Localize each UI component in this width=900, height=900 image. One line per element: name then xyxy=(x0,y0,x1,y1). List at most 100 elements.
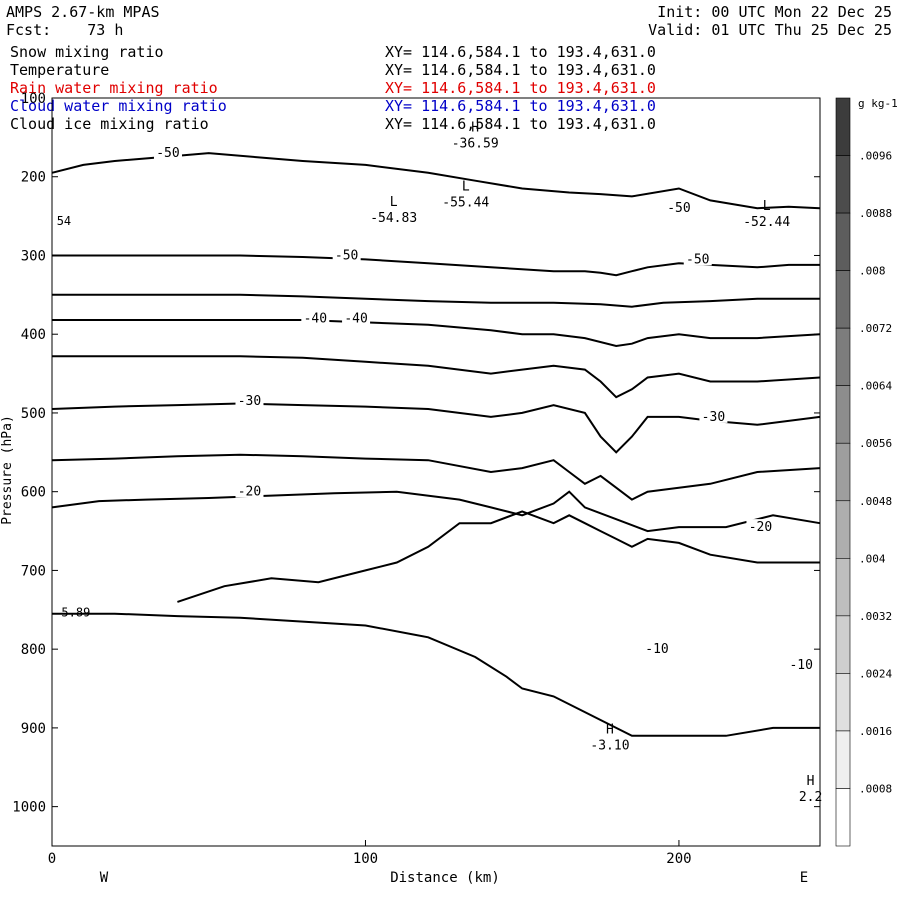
contour-label: -50 xyxy=(667,201,690,216)
colorbar-label: .0056 xyxy=(859,437,892,450)
extremum-mark: L xyxy=(763,199,771,214)
colorbar-label: .0048 xyxy=(859,495,892,508)
isotherm-line xyxy=(52,293,820,308)
contour-label-bg xyxy=(153,145,182,160)
extremum-mark: L xyxy=(390,195,398,210)
y-tick-label: 900 xyxy=(21,721,46,737)
field-name-cloud-ice: Cloud ice mixing ratio xyxy=(10,115,209,133)
isotherm-line xyxy=(51,152,821,210)
colorbar-label: .0096 xyxy=(859,150,892,163)
colorbar-swatch xyxy=(835,97,851,156)
contour-label-bg xyxy=(664,200,693,215)
model-title: AMPS 2.67-km MPAS xyxy=(6,3,160,21)
colorbar-swatch xyxy=(835,730,851,789)
contour-labels: -50 -50 -50 -50 -40 -40 -30 -30 -20 -20 -10 -10 xyxy=(153,145,816,673)
contour-label: -50 xyxy=(686,252,709,267)
colorbar-swatch xyxy=(835,673,851,732)
contour-label-bg xyxy=(787,656,816,671)
extremum-mark: L xyxy=(462,179,470,194)
field-xy-temperature: XY= 114.6,584.1 to 193.4,631.0 xyxy=(385,61,656,79)
isotherm-line xyxy=(52,319,821,348)
edge-values: 545.89 xyxy=(57,214,91,619)
contour-label-bg xyxy=(746,519,775,534)
isotherm-line xyxy=(51,490,821,533)
x-axis-label: Distance (km) xyxy=(390,870,500,886)
colorbar-label: .0016 xyxy=(859,725,892,738)
extremum-value: -54.83 xyxy=(370,211,417,226)
contour-label: -30 xyxy=(238,394,261,409)
contour-label-bg xyxy=(683,251,712,266)
init-time: Init: 00 UTC Mon 22 Dec 25 xyxy=(657,3,892,21)
isotherm-line xyxy=(51,453,821,501)
isotherm-lines xyxy=(51,152,821,737)
colorbar: g kg-1 .0096 .0088 .008 .0072 .0064 .0056 .0048… xyxy=(835,97,898,847)
colorbar-swatch xyxy=(835,615,851,674)
field-xy-rain: XY= 114.6,584.1 to 193.4,631.0 xyxy=(385,79,656,97)
plot-frame xyxy=(51,97,821,847)
colorbar-swatch xyxy=(835,558,851,617)
colorbar-label: .0024 xyxy=(859,667,892,680)
isotherm-line xyxy=(52,612,820,737)
field-name-snow: Snow mixing ratio xyxy=(10,43,164,61)
colorbar-swatch xyxy=(835,212,851,271)
axis-ticks: 100 200 300 400 500 600 700 800 900 1000 0 100 200 xyxy=(12,91,820,867)
field-xy-snow: XY= 114.6,584.1 to 193.4,631.0 xyxy=(385,43,656,61)
y-tick-label: 100 xyxy=(21,91,46,107)
contour-label: -40 xyxy=(304,311,327,326)
extremum-value: -36.59 xyxy=(452,136,499,151)
contour-label: -30 xyxy=(702,410,725,425)
contour-label: -50 xyxy=(156,146,179,161)
colorbar-swatch xyxy=(835,788,851,847)
colorbar-unit: g kg-1 xyxy=(858,97,898,110)
y-tick-label: 200 xyxy=(21,170,46,186)
contour-label: -20 xyxy=(238,485,261,500)
contour-label-bg xyxy=(342,310,371,325)
y-tick-label: 700 xyxy=(21,563,46,579)
y-tick-label: 400 xyxy=(21,327,46,343)
colorbar-swatch xyxy=(835,385,851,444)
field-xy-cloud-ice: XY= 114.6,584.1 to 193.4,631.0 xyxy=(385,115,656,133)
edge-value: 5.89 xyxy=(61,605,90,619)
extremum-value: -52.44 xyxy=(743,215,790,230)
colorbar-swatch xyxy=(835,442,851,502)
contour-label-bg xyxy=(699,408,728,423)
x-tick-label: 100 xyxy=(353,851,378,867)
extremum-mark: H xyxy=(807,774,815,789)
extremum-mark: H xyxy=(606,723,614,738)
contour-label: -10 xyxy=(645,642,668,657)
isotherm-line xyxy=(177,510,820,603)
colorbar-label: .0088 xyxy=(859,207,892,220)
colorbar-label: .0064 xyxy=(859,380,892,393)
colorbar-swatch xyxy=(835,500,851,559)
y-tick-label: 300 xyxy=(21,248,46,264)
colorbar-label: .0008 xyxy=(859,782,892,795)
y-tick-label: 500 xyxy=(21,406,46,422)
extremum-mark: H xyxy=(471,120,479,135)
contour-label-bg xyxy=(235,393,264,408)
x-tick-label: 0 xyxy=(48,851,56,867)
y-tick-label: 1000 xyxy=(12,800,46,816)
colorbar-label: .0072 xyxy=(859,322,892,335)
contour-label: -20 xyxy=(749,520,772,535)
field-name-cloud-water: Cloud water mixing ratio xyxy=(10,97,227,115)
extremum-value: -3.10 xyxy=(590,739,629,754)
west-label: W xyxy=(100,870,109,886)
contour-label-bg xyxy=(235,483,264,498)
y-tick-label: 800 xyxy=(21,642,46,658)
y-axis-label: Pressure (hPa) xyxy=(0,415,15,525)
isotherm-line xyxy=(52,355,821,399)
contour-label-bg xyxy=(642,641,671,656)
valid-time: Valid: 01 UTC Thu 25 Dec 25 xyxy=(648,21,892,39)
extremum-value: -55.44 xyxy=(442,195,489,210)
contour-label-bg xyxy=(332,247,361,262)
contour-label: -50 xyxy=(335,248,358,263)
colorbar-label: .004 xyxy=(859,552,886,565)
field-xy-cloud-water: XY= 114.6,584.1 to 193.4,631.0 xyxy=(385,97,656,115)
east-label: E xyxy=(800,870,808,886)
x-tick-label: 200 xyxy=(666,851,691,867)
colorbar-label: .0032 xyxy=(859,610,892,623)
field-name-temperature: Temperature xyxy=(10,61,110,79)
contour-label: -40 xyxy=(344,311,367,326)
